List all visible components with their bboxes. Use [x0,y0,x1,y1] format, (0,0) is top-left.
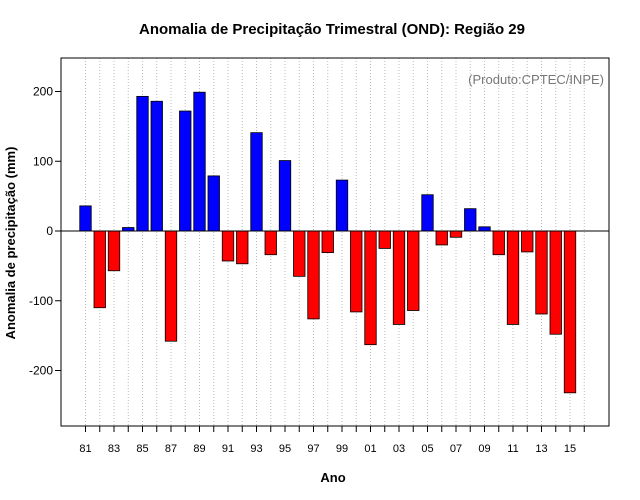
x-tick-label: 81 [79,443,91,455]
bar-10 [492,230,505,256]
x-tick-label: 11 [507,443,518,455]
y-tick-label: 100 [33,154,53,168]
bar-81 [79,205,92,232]
bar-11 [506,230,520,325]
bar-97 [307,230,320,320]
bar-04 [407,230,420,311]
bar-15 [563,230,577,394]
x-tick-label: 87 [165,443,177,455]
y-axis-title: Anomalia de precipitação (mm) [3,147,18,340]
chart-title: Anomalia de Precipitação Trimestral (OND… [139,21,525,38]
bar-85 [136,95,149,232]
x-tick-label: 85 [136,443,148,455]
x-tick-label: 07 [450,443,462,455]
x-tick-label: 99 [336,443,348,455]
bar-89 [193,91,206,232]
bar-82 [93,230,106,309]
y-tick-label: 0 [46,224,53,238]
bar-14 [549,230,562,335]
bar-88 [179,110,192,232]
x-axis: 81 83 85 87 89 91 93 95 97 99 01 03 05 07 09 11 13 15 [79,426,585,455]
bar-02 [378,230,391,249]
x-tick-label: 97 [307,443,319,455]
bar-08 [464,208,477,232]
x-tick-label: 13 [535,443,547,455]
x-tick-label: 03 [393,443,405,455]
bar-94 [264,230,277,256]
bar-06 [435,230,448,246]
bar-09 [478,226,491,232]
x-tick-label: 95 [279,443,291,455]
x-tick-label: 09 [478,443,490,455]
bar-96 [293,230,306,277]
bar-12 [521,230,534,253]
bar-00 [350,230,363,313]
x-tick-label: 89 [193,443,205,455]
x-tick-label: 01 [364,443,376,455]
bar-07 [449,230,463,238]
plot-frame [60,57,610,427]
x-axis-title: Ano [320,470,345,485]
x-tick-label: 15 [564,443,576,455]
y-tick-label: -100 [29,294,53,308]
bars [79,91,577,394]
bar-91 [221,230,235,262]
bar-83 [107,230,121,272]
bar-03 [392,230,406,325]
bar-13 [535,230,548,315]
y-tick-label: 200 [33,85,53,99]
bar-84 [122,227,135,232]
bar-92 [236,230,249,265]
bar-05 [421,194,434,232]
bar-93 [250,132,263,232]
x-tick-label: 83 [108,443,120,455]
bar-98 [321,230,334,254]
bar-99 [335,179,349,232]
bar-86 [150,100,163,232]
credit-text: (Produto:CPTEC/INPE) [468,72,604,87]
bar-90 [207,175,220,232]
bar-01 [364,230,377,346]
y-axis: -200 -100 0 100 200 [29,85,61,378]
bar-95 [278,160,292,232]
x-tick-label: 91 [222,443,234,455]
x-tick-label: 05 [421,443,433,455]
x-tick-label: 93 [250,443,262,455]
y-tick-label: -200 [29,364,53,378]
bar-87 [164,230,178,342]
